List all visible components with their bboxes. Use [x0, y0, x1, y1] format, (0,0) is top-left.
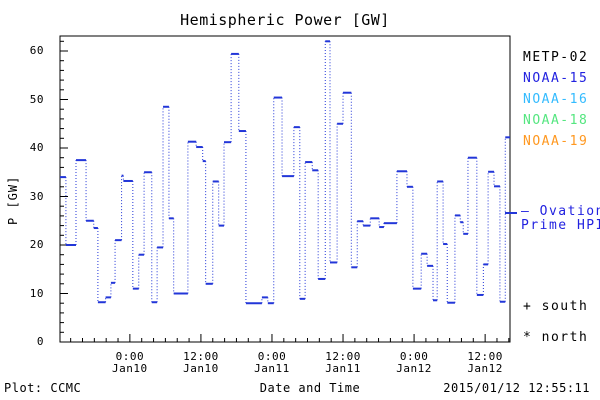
y-tick-label: 0	[36, 335, 44, 348]
x-tick-label: 0:00 Jan10	[100, 351, 160, 375]
chart-title: Hemispheric Power [GW]	[180, 11, 390, 29]
plot-credit: Plot: CCMC	[4, 381, 82, 395]
x-tick-time: 0:00	[115, 350, 145, 363]
x-axis-label: Date and Time	[259, 381, 361, 395]
y-tick-label: 50	[29, 92, 44, 106]
x-tick-date: Jan12	[467, 362, 503, 375]
x-tick-date: Jan11	[325, 362, 361, 375]
legend-item-metp-02: METP-02	[523, 50, 589, 65]
x-tick-date: Jan12	[396, 362, 432, 375]
x-tick-label: 12:00 Jan12	[455, 351, 515, 375]
x-tick-time: 0:00	[257, 350, 287, 363]
x-tick-time: 12:00	[467, 350, 503, 363]
y-tick-label: 60	[29, 44, 44, 57]
y-tick-label: 10	[29, 286, 44, 300]
plot-timestamp: 2015/01/12 12:55:11	[443, 381, 590, 395]
legend-item-noaa-15: NOAA-15	[523, 71, 589, 86]
x-tick-date: Jan10	[183, 362, 219, 375]
legend-item-noaa-19: NOAA-19	[523, 134, 589, 149]
x-tick-label: 0:00 Jan12	[384, 351, 444, 375]
y-tick-label: 40	[29, 141, 44, 154]
x-tick-date: Jan11	[254, 362, 290, 375]
y-tick-label: 20	[29, 238, 44, 251]
x-tick-time: 12:00	[183, 350, 219, 363]
x-tick-label: 12:00 Jan11	[313, 351, 373, 375]
legend-item-noaa-18: NOAA-18	[523, 113, 589, 128]
ovation-label-line1: — Ovation	[521, 204, 600, 219]
x-tick-time: 0:00	[399, 350, 429, 363]
x-tick-date: Jan10	[112, 362, 148, 375]
x-tick-time: 12:00	[325, 350, 361, 363]
south-marker-label: + south	[523, 299, 589, 314]
ovation-prime-hpi-label: — Ovation Prime HPI	[521, 205, 600, 233]
x-tick-label: 12:00 Jan10	[171, 351, 231, 375]
north-marker-label: * north	[523, 330, 589, 345]
x-tick-label: 0:00 Jan11	[242, 351, 302, 375]
y-tick-label: 30	[29, 189, 44, 203]
plot-frame	[59, 35, 511, 343]
legend-item-noaa-16: NOAA-16	[523, 92, 589, 107]
ovation-label-line2: Prime HPI	[521, 218, 600, 233]
